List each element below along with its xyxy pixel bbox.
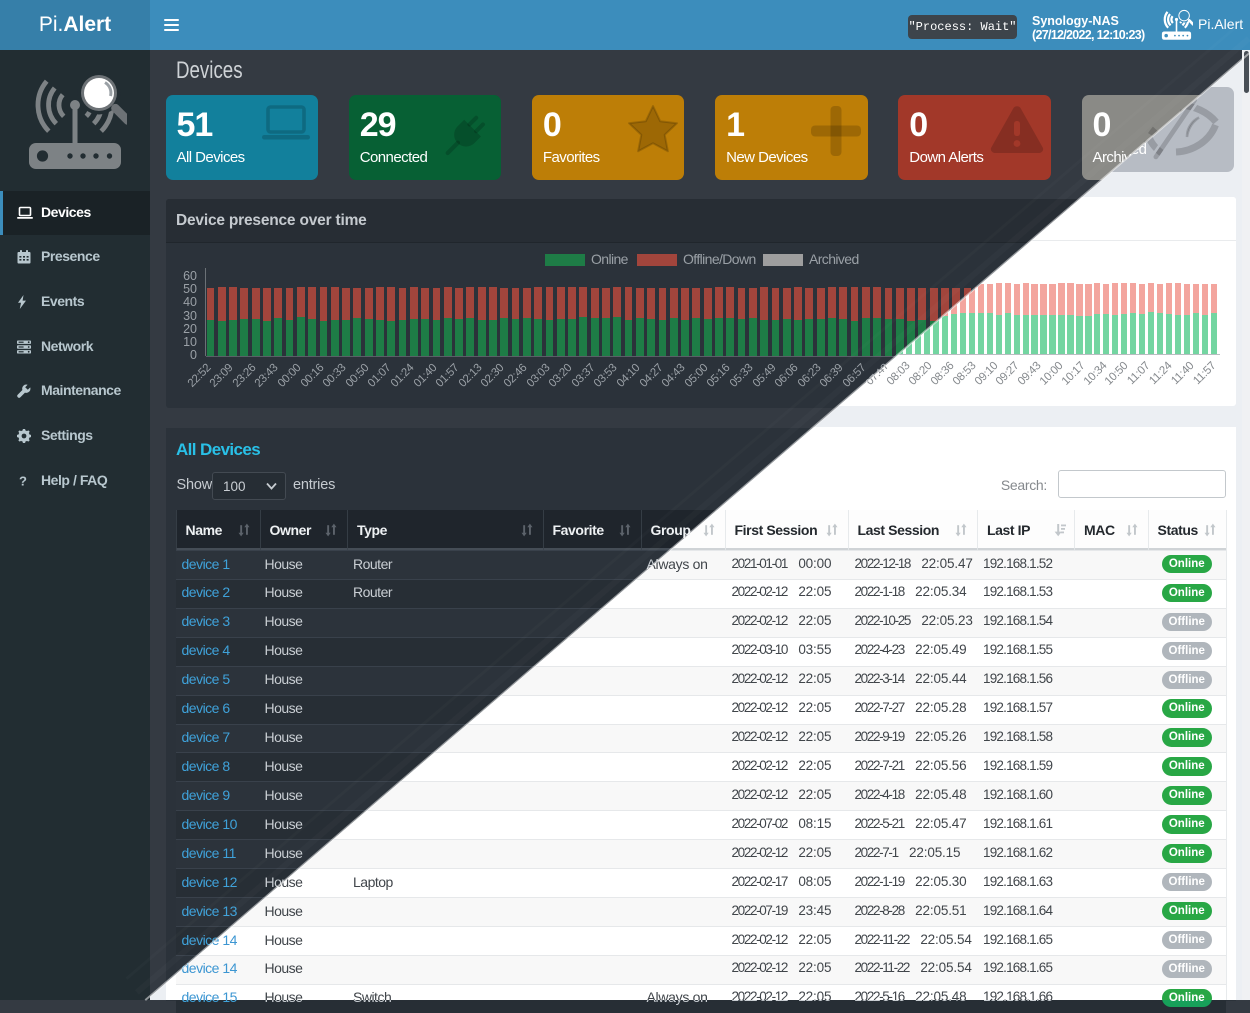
svg-text:?: ? — [19, 474, 27, 488]
